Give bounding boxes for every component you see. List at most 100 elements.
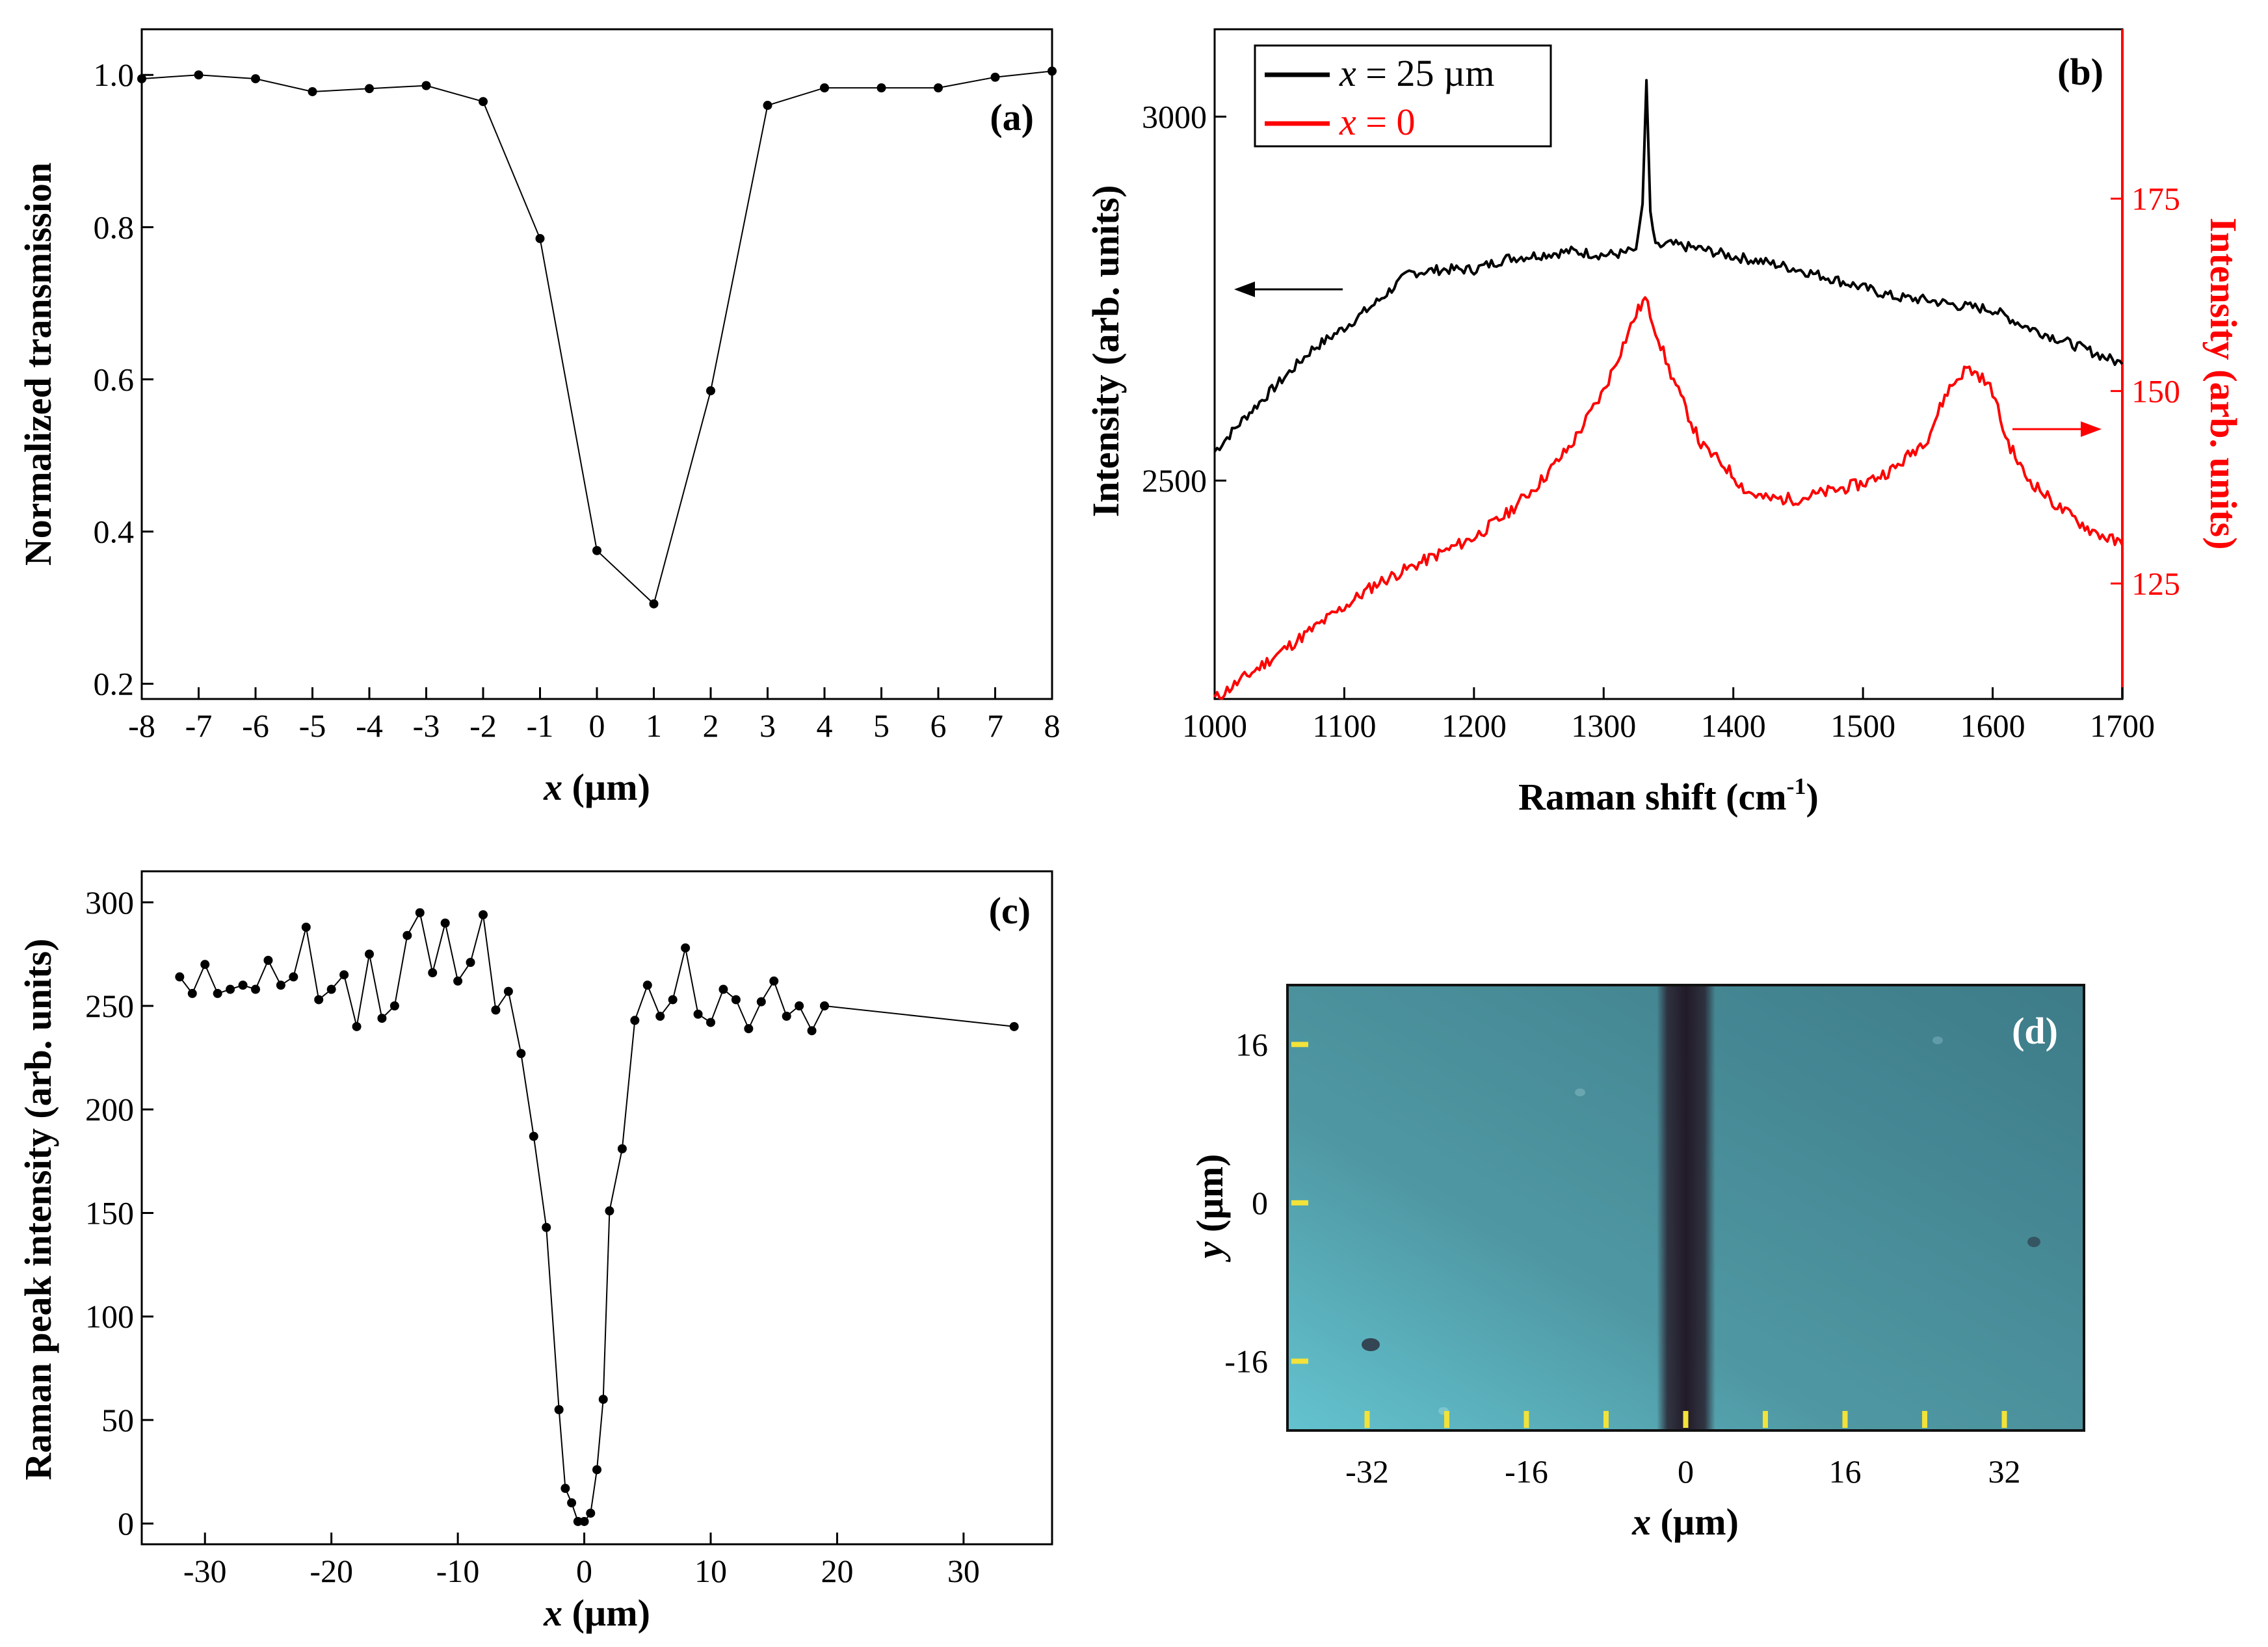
data-point (820, 83, 829, 93)
x-tick-label: 0 (576, 1553, 592, 1589)
x-tick-label: 1500 (1830, 707, 1895, 744)
data-point (542, 1222, 551, 1232)
data-point (731, 995, 741, 1005)
panel-a-frame (140, 28, 1053, 700)
data-point (807, 1026, 817, 1036)
data-point (175, 972, 185, 982)
data-point (668, 995, 678, 1005)
data-point (706, 1018, 715, 1027)
y-position-marker (1291, 1042, 1308, 1047)
x-position-marker (1842, 1411, 1848, 1428)
x-tick-label: -5 (299, 707, 326, 744)
x-tick-label: 2 (703, 707, 719, 744)
series-x0-line (1213, 296, 2124, 700)
x-tick-label: 6 (930, 707, 947, 744)
x-tick-label: -8 (128, 707, 155, 744)
data-point (579, 1516, 589, 1526)
y-tick-label: 150 (85, 1194, 134, 1231)
series-x25um-line (1213, 79, 2124, 453)
data-point (655, 1011, 665, 1021)
data-point (377, 1014, 387, 1023)
panel-a-ticks: -8 -7 -6 -5 -4 -3 -2 -1 0 1 2 3 4 5 6 7 8 0.2 0.4 0.6 0.8 1.0 (94, 57, 1061, 744)
data-point (352, 1021, 362, 1031)
data-point (301, 922, 311, 932)
data-point (251, 984, 260, 994)
data-point (782, 1011, 791, 1021)
data-point (466, 958, 475, 968)
data-point (137, 74, 146, 84)
x-tick-label: 1100 (1312, 707, 1376, 744)
data-point (479, 97, 488, 107)
x-position-marker (1683, 1411, 1689, 1428)
micrograph-speck (1575, 1088, 1585, 1096)
panel-b-ylabel-right: Intensity (arb. units) (2202, 218, 2245, 550)
panel-a-xlabel: x (µm) (543, 766, 650, 808)
data-point (592, 1465, 601, 1475)
x-tick-label: 32 (1988, 1453, 2021, 1490)
x-tick-label: -30 (183, 1553, 227, 1589)
x-tick-label: 1400 (1701, 707, 1766, 744)
y-tick-label: 0.6 (94, 361, 135, 397)
x-position-marker (2001, 1411, 2007, 1428)
panel-d: -32 -16 0 16 32 16 0 -16 (d) y (µm) x (µm) (1189, 984, 2085, 1543)
data-point (421, 81, 431, 90)
data-point (263, 955, 273, 965)
data-point (389, 1001, 399, 1010)
x-position-marker (1603, 1411, 1609, 1428)
y-tick-label: 50 (101, 1402, 134, 1438)
panel-d-ylabel-unit: (µm) (1189, 1154, 1231, 1242)
data-point (226, 984, 235, 994)
data-point (428, 968, 438, 978)
data-point (990, 72, 1000, 82)
x-tick-label: -3 (413, 707, 440, 744)
data-point (365, 84, 374, 94)
data-point (194, 70, 204, 80)
x-tick-label: 0 (589, 707, 605, 744)
panel-b-ylabel-left: Intensity (arb. units) (1085, 185, 1127, 518)
data-point (649, 599, 659, 609)
panel-d-xlabel-unit: (µm) (1651, 1501, 1739, 1543)
data-point (200, 960, 210, 969)
data-point (251, 74, 260, 84)
micrograph-spot (1362, 1338, 1380, 1351)
x-tick-label: -2 (469, 707, 497, 744)
data-point (605, 1206, 614, 1216)
panel-a-points (137, 66, 1057, 609)
x-tick-label: 1 (646, 707, 662, 744)
y-tick-label: 0.4 (94, 514, 135, 550)
y-tick-label-right: 150 (2131, 373, 2180, 409)
data-point (630, 1016, 640, 1025)
x-tick-label: 1600 (1960, 707, 2025, 744)
x-tick-label: 0 (1678, 1453, 1694, 1490)
data-point (276, 981, 285, 990)
panel-b-xlabel-sup: -1 (1787, 773, 1806, 799)
panel-b-xlabel: Raman shift (cm-1) (1518, 773, 1819, 818)
data-point (479, 910, 488, 919)
x-position-marker (1444, 1411, 1449, 1428)
y-tick-label: 0 (118, 1505, 134, 1542)
x-tick-label: 10 (694, 1553, 727, 1589)
panel-c-ylabel: Raman peak intensity (arb. units) (17, 938, 59, 1480)
micrograph-spot (2027, 1237, 2040, 1247)
panel-c-frame (140, 870, 1053, 1546)
data-point (693, 1009, 703, 1019)
panel-a-ylabel: Normalized transmission (17, 163, 59, 566)
legend: x = 25 µm x = 0 (1254, 44, 1552, 148)
data-point (238, 981, 248, 990)
data-point (681, 943, 691, 953)
x-tick-label: 8 (1044, 707, 1061, 744)
panel-d-frame (1286, 984, 2085, 1432)
x-tick-label: -4 (356, 707, 383, 744)
y-tick-label: 100 (85, 1298, 134, 1335)
data-point (1048, 66, 1057, 76)
data-point (586, 1509, 596, 1518)
panel-a-xlabel-var: x (543, 766, 562, 808)
x-tick-label: 3 (759, 707, 776, 744)
data-point (554, 1405, 564, 1414)
data-point (440, 918, 450, 928)
y-tick-label: 300 (85, 884, 134, 921)
y-tick-label: 1.0 (94, 57, 135, 93)
x-tick-label: -1 (527, 707, 554, 744)
data-point (744, 1024, 754, 1034)
